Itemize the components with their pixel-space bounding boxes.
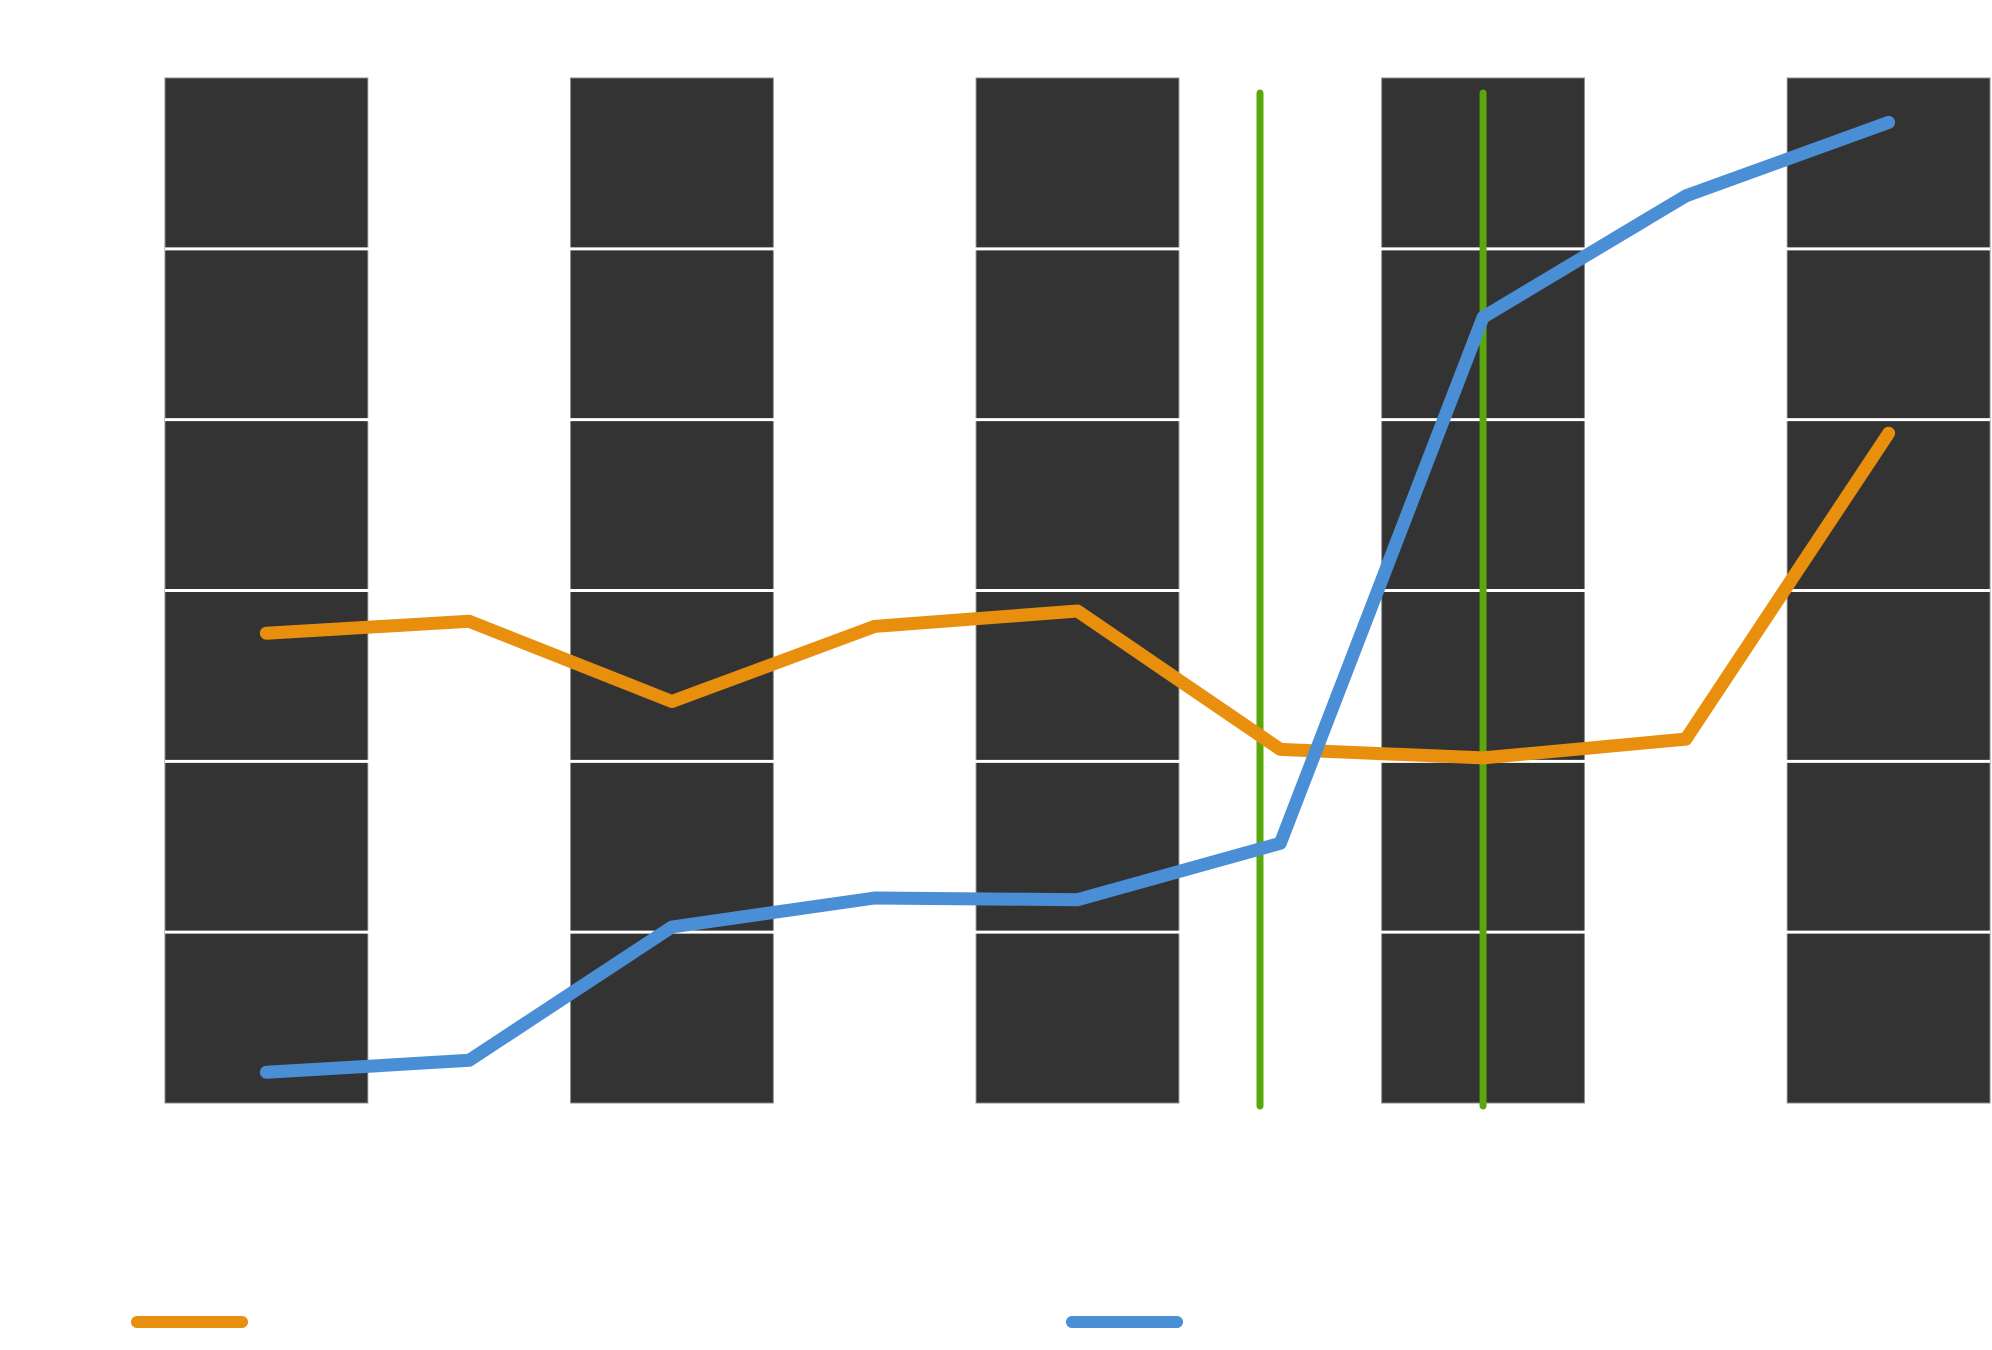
- series-1-point-0: [261, 1067, 272, 1078]
- series-0-point-8: [1883, 428, 1894, 439]
- vertical-marker-lines: [1256, 89, 1487, 1110]
- series-0-point-4: [1072, 606, 1083, 616]
- series-1-point-1: [464, 1055, 475, 1066]
- horizontal-gridlines: [165, 247, 1990, 934]
- series-0-point-6: [1478, 752, 1489, 763]
- series-1-point-4: [1072, 894, 1083, 905]
- series-0-point-0: [261, 628, 272, 639]
- series-0-point-5: [1275, 744, 1286, 755]
- series-0-point-2: [666, 696, 677, 707]
- data-series: [259, 115, 1896, 1079]
- series-1-point-7: [1680, 190, 1691, 201]
- series-0-point-7: [1680, 734, 1691, 745]
- series-1-point-2: [666, 922, 677, 933]
- series-0-point-3: [869, 621, 880, 632]
- series-1-point-8: [1883, 117, 1894, 128]
- series-1-point-3: [869, 893, 880, 903]
- series-1-point-6: [1478, 312, 1489, 323]
- series-1-point-5: [1275, 838, 1286, 849]
- series-0-point-1: [464, 616, 475, 627]
